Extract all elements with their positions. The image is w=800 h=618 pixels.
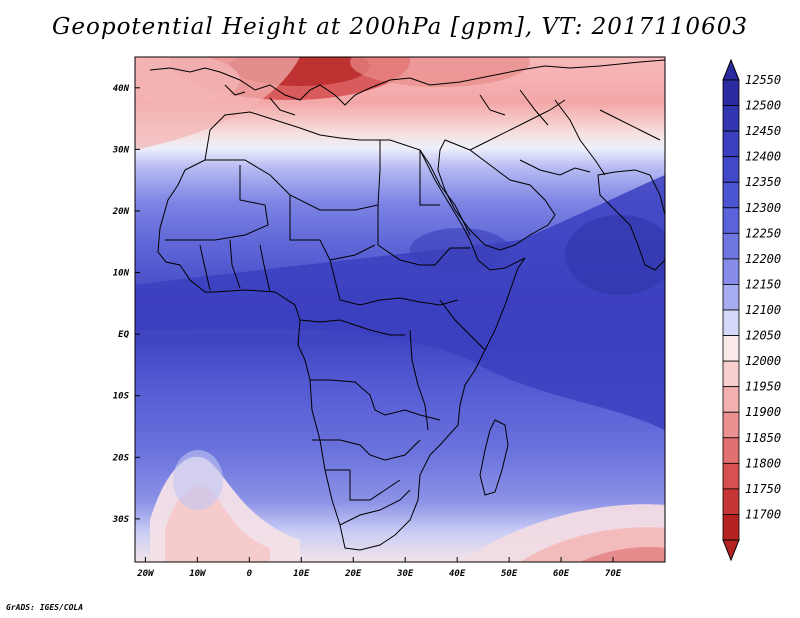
colorbar-bottom-arrow: [722, 539, 740, 562]
colorbar-swatch: [722, 309, 740, 336]
lon-label: 40E: [449, 569, 466, 579]
credit-text: GrADS: IGES/COLA: [6, 603, 84, 612]
field-deep-band: [135, 175, 665, 430]
lon-label: 60E: [553, 569, 570, 579]
coastlines: [149, 59, 665, 551]
lat-label: EQ: [118, 330, 129, 340]
colorbar-swatch: [722, 258, 740, 285]
colorbar-swatch: [722, 105, 740, 132]
lon-label: 10W: [189, 569, 207, 579]
colorbar-label: 12200: [745, 252, 781, 266]
lon-label: 10E: [293, 569, 310, 579]
colorbar-swatch: [722, 79, 740, 106]
colorbar-swatch: [722, 462, 740, 490]
colorbar-label: 11800: [745, 456, 781, 470]
colorbar-label: 12400: [745, 150, 781, 164]
colorbar-label: 12050: [745, 329, 781, 343]
colorbar-swatch: [722, 284, 740, 311]
colorbar-swatch: [722, 437, 740, 464]
colorbar-label: 12450: [745, 124, 781, 138]
colorbar-swatch: [722, 156, 740, 183]
india-coastline: [597, 169, 665, 271]
colorbar-swatch: [722, 386, 740, 413]
lat-label: 30S: [112, 515, 130, 525]
lat-label: 10S: [113, 392, 130, 402]
chart-title: Geopotential Height at 200hPa [gpm], VT:…: [52, 14, 748, 40]
map-frame: [134, 56, 666, 563]
lat-label: 20S: [112, 453, 130, 463]
colorbar: 12550 12500 12450 12400 12350 12300 12250 12200…: [722, 58, 781, 562]
arabia-coastline: [437, 139, 556, 251]
colorbar-swatch: [722, 411, 740, 439]
lat-label: 10N: [113, 269, 130, 279]
colorbar-swatch: [722, 514, 740, 541]
colorbar-swatch: [722, 360, 740, 388]
colorbar-swatch: [722, 232, 740, 260]
lat-label: 40N: [113, 84, 130, 94]
colorbar-label: 12300: [745, 201, 781, 215]
colorbar-label: 11950: [745, 380, 781, 394]
colorbar-label: 12550: [745, 73, 781, 87]
colorbar-top-arrow: [722, 58, 740, 81]
map-axes: 40N 30N 20N 10N EQ 10S 20S 30S 20W 10W 0 10E 20E 30E 4…: [112, 84, 622, 579]
colorbar-swatch: [722, 207, 740, 234]
colorbar-swatch: [722, 488, 740, 515]
colorbar-label: 11900: [745, 405, 781, 419]
colorbar-label: 12150: [745, 277, 781, 291]
lon-label: 30E: [396, 569, 414, 579]
lon-label: 50E: [501, 569, 518, 579]
colorbar-label: 11750: [745, 482, 781, 496]
lat-label: 30N: [112, 145, 130, 155]
colorbar-swatch: [722, 181, 740, 209]
colorbar-label: 11850: [745, 431, 781, 445]
madagascar-coastline: [479, 419, 509, 496]
lon-label: 20E: [344, 569, 362, 579]
colorbar-label: 12000: [745, 354, 781, 368]
lon-label: 0: [247, 569, 253, 579]
colorbar-swatch: [722, 130, 740, 158]
africa-coastline: [157, 111, 526, 551]
europe-coastline: [149, 59, 665, 106]
colorbar-label: 12500: [745, 99, 781, 113]
height-field: [135, 57, 665, 562]
lat-label: 20N: [112, 207, 130, 217]
colorbar-label: 12250: [745, 226, 781, 240]
colorbar-swatch: [722, 335, 740, 362]
colorbar-label: 11700: [745, 507, 781, 521]
lon-label: 20W: [136, 569, 155, 579]
colorbar-label: 12100: [745, 303, 781, 317]
colorbar-label: 12350: [745, 175, 781, 189]
lon-label: 70E: [605, 569, 622, 579]
